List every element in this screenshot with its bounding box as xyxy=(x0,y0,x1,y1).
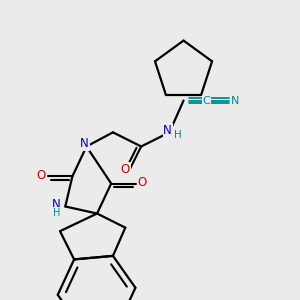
Text: O: O xyxy=(121,163,130,176)
Text: O: O xyxy=(37,169,46,182)
Text: N: N xyxy=(80,137,89,150)
Text: O: O xyxy=(138,176,147,189)
Text: H: H xyxy=(53,208,60,218)
Text: N: N xyxy=(52,198,61,211)
Text: C: C xyxy=(202,96,210,106)
Text: H: H xyxy=(174,130,182,140)
Text: N: N xyxy=(230,96,239,106)
Text: N: N xyxy=(163,124,172,137)
